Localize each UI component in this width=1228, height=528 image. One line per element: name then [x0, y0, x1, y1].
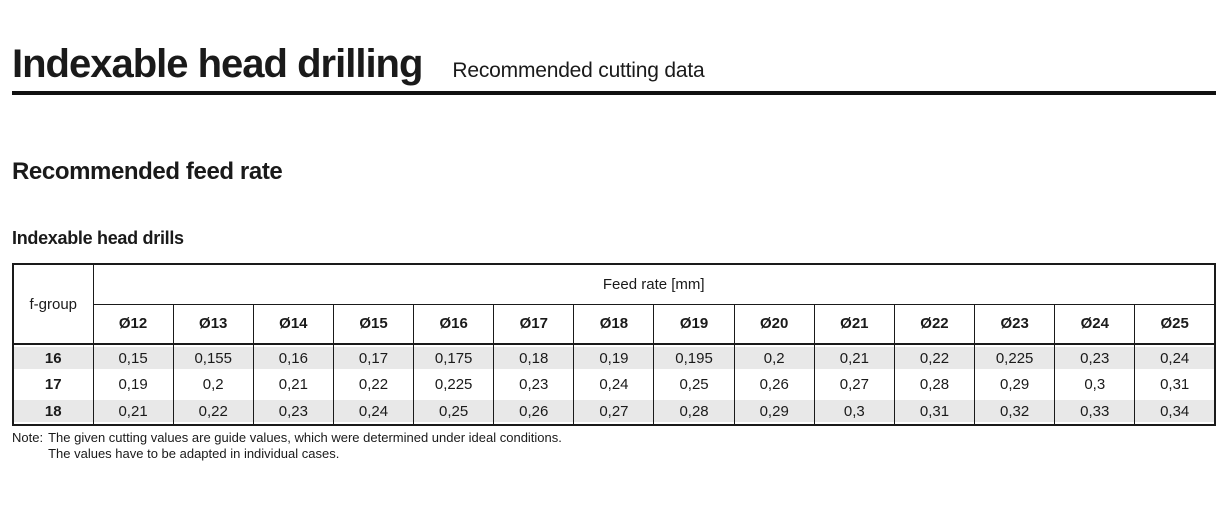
feed-value: 0,23 — [493, 371, 574, 398]
footnote-label: Note: — [12, 430, 44, 445]
feed-value: 0,25 — [413, 398, 494, 425]
feed-value: 0,33 — [1054, 398, 1135, 425]
row-label-fgroup: 17 — [44, 376, 62, 393]
feed-value: 0,21 — [252, 371, 334, 398]
row-label-fgroup: 18 — [13, 398, 93, 425]
feed-value: 0,27 — [573, 398, 654, 425]
page-subtitle: Recommended cutting data — [452, 59, 705, 82]
feed-value: 0,195 — [653, 344, 735, 371]
table-header-row-group: f-group Feed rate [mm] — [13, 264, 1215, 345]
column-header-d21: Ø21 — [813, 304, 895, 345]
feed-rate-table: f-group Feed rate [mm] Ø12 Ø13 Ø14 Ø15 Ø… — [12, 263, 1216, 426]
feed-value: 0,15 — [92, 344, 174, 371]
column-header-d15: Ø15 — [332, 304, 414, 345]
footnote-line-1: The given cutting values are guide value… — [48, 430, 562, 445]
feed-value: 0,27 — [813, 371, 895, 398]
feed-value: 0,19 — [92, 371, 174, 398]
footnote: Note: The given cutting values are guide… — [12, 430, 1216, 463]
feed-value: 0,23 — [252, 398, 334, 425]
column-header-d24: Ø24 — [1054, 304, 1135, 345]
feed-value: 0,28 — [653, 398, 735, 425]
feed-value: 0,3 — [1054, 371, 1135, 398]
feed-value: 0,175 — [413, 344, 494, 371]
feed-value: 0,17 — [332, 344, 414, 371]
feed-value: 0,28 — [893, 371, 975, 398]
footnote-lines: The given cutting values are guide value… — [48, 430, 562, 463]
header-rule — [12, 91, 1216, 95]
feed-value: 0,2 — [172, 371, 254, 398]
section-heading: Recommended feed rate — [12, 158, 283, 185]
column-header-d22: Ø22 — [893, 304, 975, 345]
feed-value: 0,225 — [413, 371, 494, 398]
feed-value: 0,26 — [493, 398, 574, 425]
feed-value: 0,24 — [573, 371, 654, 398]
feed-value: 0,155 — [172, 344, 254, 371]
feed-value: 0,31 — [1134, 371, 1215, 398]
feed-value: 0,16 — [252, 344, 334, 371]
footnote-line-2: The values have to be adapted in individ… — [48, 446, 340, 462]
column-header-d18: Ø18 — [573, 304, 654, 345]
feed-value: 0,31 — [893, 398, 975, 425]
column-header-d14: Ø14 — [252, 304, 334, 345]
document-page: Indexable head drilling Recommended cutt… — [12, 44, 1216, 463]
page-title: Indexable head drilling — [12, 42, 423, 86]
feed-value: 0,19 — [573, 344, 654, 371]
feed-value: 0,3 — [813, 398, 895, 425]
feed-value: 0,225 — [974, 344, 1055, 371]
table-row-fgroup-16: 16 0,15 0,155 0,16 0,17 0,175 0,18 0,19 … — [13, 344, 1215, 371]
feed-value: 0,26 — [733, 371, 815, 398]
column-header-d12: Ø12 — [93, 304, 174, 345]
column-header-d25: Ø25 — [1134, 304, 1215, 345]
feed-value: 0,34 — [1134, 398, 1215, 425]
corner-header-fgroup: f-group — [13, 264, 94, 345]
feed-value: 0,25 — [653, 371, 735, 398]
feed-value: 0,18 — [493, 344, 574, 371]
row-label-fgroup: 16 — [13, 344, 93, 371]
feed-value: 0,29 — [974, 371, 1055, 398]
feed-value: 0,32 — [974, 398, 1055, 425]
group-header-feed-rate: Feed rate [mm] — [93, 264, 1215, 305]
table-header-row-diameters: Ø12 Ø13 Ø14 Ø15 Ø16 Ø17 Ø18 Ø19 Ø20 Ø21 … — [13, 304, 1215, 345]
feed-value: 0,24 — [332, 398, 414, 425]
feed-value: 0,21 — [813, 344, 895, 371]
table-row-fgroup-17: 17 0,19 0,2 0,21 0,22 0,225 0,23 0,24 0,… — [13, 371, 1215, 398]
table-heading: Indexable head drills — [12, 228, 184, 248]
feed-value: 0,23 — [1054, 344, 1135, 371]
page-header: Indexable head drilling Recommended cutt… — [12, 44, 1216, 84]
feed-value: 0,22 — [332, 371, 414, 398]
column-header-d13: Ø13 — [172, 304, 254, 345]
feed-value: 0,24 — [1134, 344, 1215, 371]
column-header-d20: Ø20 — [733, 304, 815, 345]
feed-value: 0,29 — [733, 398, 815, 425]
table-row-fgroup-18: 18 0,21 0,22 0,23 0,24 0,25 0,26 0,27 0,… — [13, 398, 1215, 425]
feed-value: 0,2 — [733, 344, 815, 371]
feed-value: 0,22 — [893, 344, 975, 371]
feed-value: 0,21 — [92, 398, 174, 425]
column-header-d19: Ø19 — [653, 304, 735, 345]
column-header-d17: Ø17 — [493, 304, 574, 345]
column-header-d23: Ø23 — [974, 304, 1055, 345]
column-header-d16: Ø16 — [413, 304, 494, 345]
feed-value: 0,22 — [172, 398, 254, 425]
